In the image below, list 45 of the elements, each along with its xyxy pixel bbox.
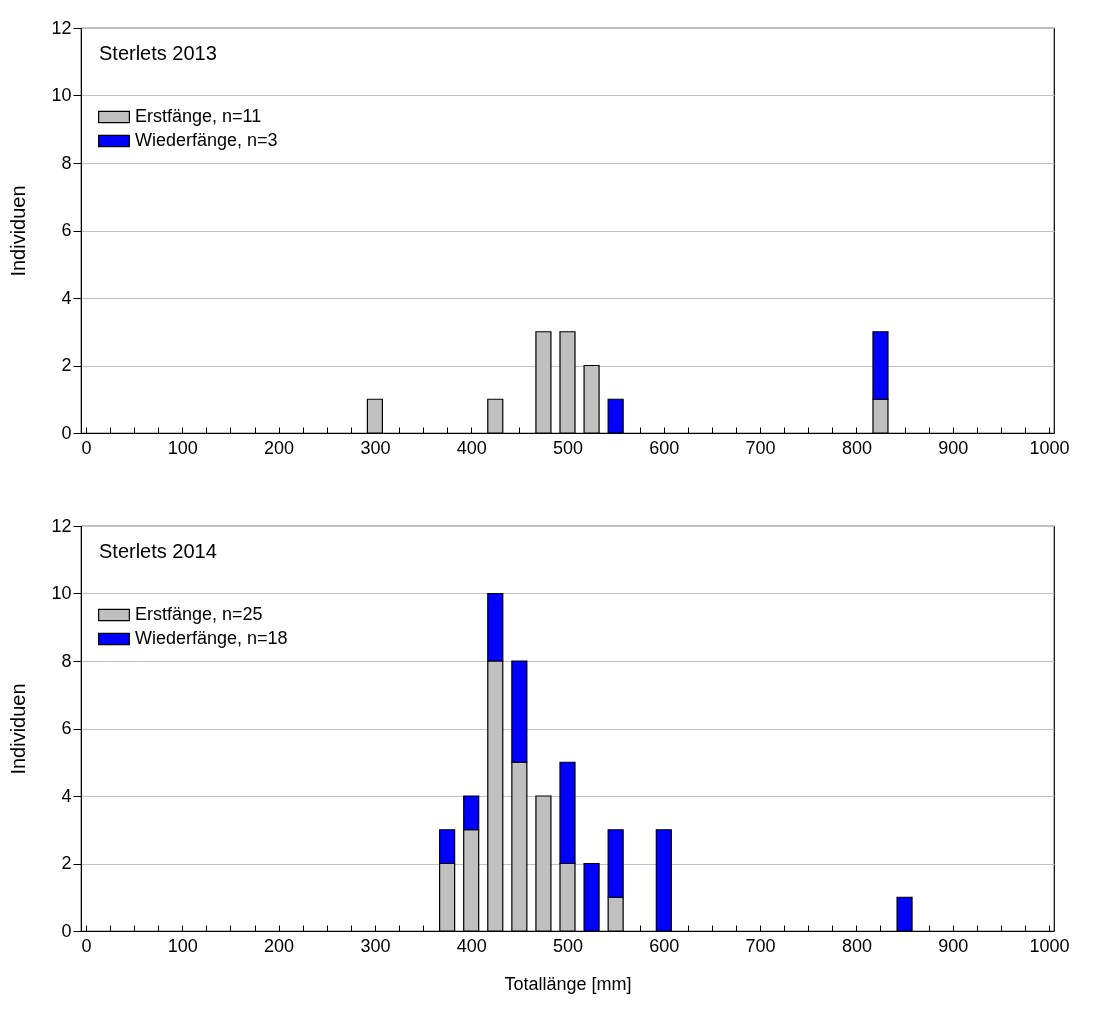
legend-label: Erstfänge, n=11	[135, 106, 262, 126]
x-tick-label: 0	[81, 935, 92, 956]
y-tick-label: 0	[61, 920, 72, 941]
x-tick-label: 500	[552, 935, 584, 956]
x-tick-label: 1000	[1029, 935, 1070, 956]
y-tick-label: 8	[61, 152, 72, 173]
text: Sterlets 2014	[99, 540, 217, 562]
x-tick-label: 100	[167, 437, 198, 458]
text: Sterlets 2013	[99, 42, 217, 64]
x-tick-label: 100	[167, 935, 198, 956]
x-tick-label: 800	[841, 437, 872, 458]
x-tick-label: 200	[264, 437, 295, 458]
y-tick-label: 8	[61, 650, 72, 671]
x-tick-label: 300	[360, 437, 391, 458]
x-tick-label: 400	[456, 935, 487, 956]
x-tick-label: 1000	[1029, 437, 1070, 458]
y-tick-label: 4	[61, 785, 72, 806]
y-tick-label: 6	[61, 718, 72, 738]
x-axis-title: Totallänge [mm]	[504, 973, 632, 994]
y-tick-label: 10	[51, 583, 72, 603]
legend-label: Erstfänge, n=25	[135, 604, 263, 624]
y-tick-label: 2	[61, 853, 72, 873]
x-tick-label: 800	[841, 935, 872, 956]
x-tick-label: 700	[745, 935, 776, 956]
x-tick-label: 400	[456, 437, 487, 458]
x-tick-label: 200	[264, 935, 295, 956]
y-axis-title: Individuen	[7, 683, 30, 775]
x-tick-label: 600	[649, 935, 680, 956]
y-tick-label: 12	[51, 515, 72, 536]
x-tick-label: 300	[360, 935, 391, 956]
x-tick-label: 0	[81, 437, 92, 458]
y-tick-label: 12	[51, 17, 72, 38]
y-axis-title: Individuen	[7, 185, 30, 277]
x-tick-label: 900	[938, 437, 969, 458]
y-tick-label: 4	[61, 287, 72, 308]
x-tick-label: 700	[745, 437, 776, 458]
legend-label: Wiederfänge, n=3	[135, 130, 278, 150]
y-tick-label: 0	[61, 422, 72, 443]
y-tick-label: 6	[61, 220, 72, 240]
legend-label: Wiederfänge, n=18	[135, 628, 288, 648]
x-tick-label: 900	[938, 935, 969, 956]
x-tick-label: 600	[649, 437, 680, 458]
x-tick-label: 500	[552, 437, 584, 458]
y-tick-label: 10	[51, 85, 72, 105]
y-tick-label: 2	[61, 355, 72, 375]
